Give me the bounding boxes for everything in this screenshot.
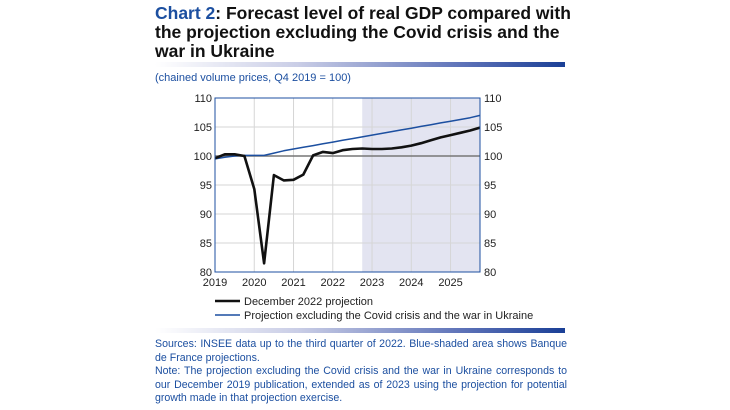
- legend-label-excluding-covid: Projection excluding the Covid crisis an…: [244, 310, 533, 322]
- y-tick-label-left: 95: [200, 180, 212, 192]
- y-tick-label-left: 80: [200, 267, 212, 279]
- y-tick-label-right: 85: [484, 238, 496, 250]
- chart-notes: Sources: INSEE data up to the third quar…: [155, 338, 567, 406]
- chart-title: Chart 2: Forecast level of real GDP comp…: [155, 4, 575, 61]
- y-tick-label-right: 90: [484, 209, 496, 221]
- plot-frame: [214, 97, 481, 273]
- x-tick-label: 2022: [321, 277, 345, 289]
- note-text: Note: The projection excluding the Covid…: [155, 365, 567, 404]
- footer-divider: [155, 328, 565, 333]
- chart-title-text: : Forecast level of real GDP compared wi…: [155, 3, 571, 61]
- sources-text: Sources: INSEE data up to the third quar…: [155, 338, 567, 364]
- series-line-december-2022: [214, 126, 481, 265]
- chart-subtitle: (chained volume prices, Q4 2019 = 100): [155, 72, 351, 84]
- chart-number: Chart 2: [155, 3, 216, 23]
- y-tick-label-right: 95: [484, 180, 496, 192]
- y-tick-label-left: 110: [194, 93, 212, 105]
- y-tick-label-left: 100: [194, 151, 212, 163]
- title-divider: [155, 62, 565, 67]
- x-tick-label: 2020: [242, 277, 266, 289]
- x-tick-label: 2025: [438, 277, 462, 289]
- x-tick-label: 2024: [399, 277, 423, 289]
- y-tick-label-right: 100: [484, 151, 502, 163]
- series-line-excluding-covid: [214, 114, 481, 160]
- x-tick-label: 2023: [360, 277, 384, 289]
- legend-label-december-2022: December 2022 projection: [244, 296, 373, 308]
- x-tick-label: 2019: [203, 277, 227, 289]
- y-tick-label-right: 110: [484, 93, 502, 105]
- y-tick-label-left: 85: [200, 238, 212, 250]
- y-tick-label-right: 105: [484, 122, 502, 134]
- y-tick-label-left: 105: [194, 122, 212, 134]
- legend: December 2022 projection Projection excl…: [215, 296, 533, 322]
- y-tick-label-right: 80: [484, 267, 496, 279]
- y-tick-label-left: 90: [200, 209, 212, 221]
- x-tick-label: 2021: [281, 277, 305, 289]
